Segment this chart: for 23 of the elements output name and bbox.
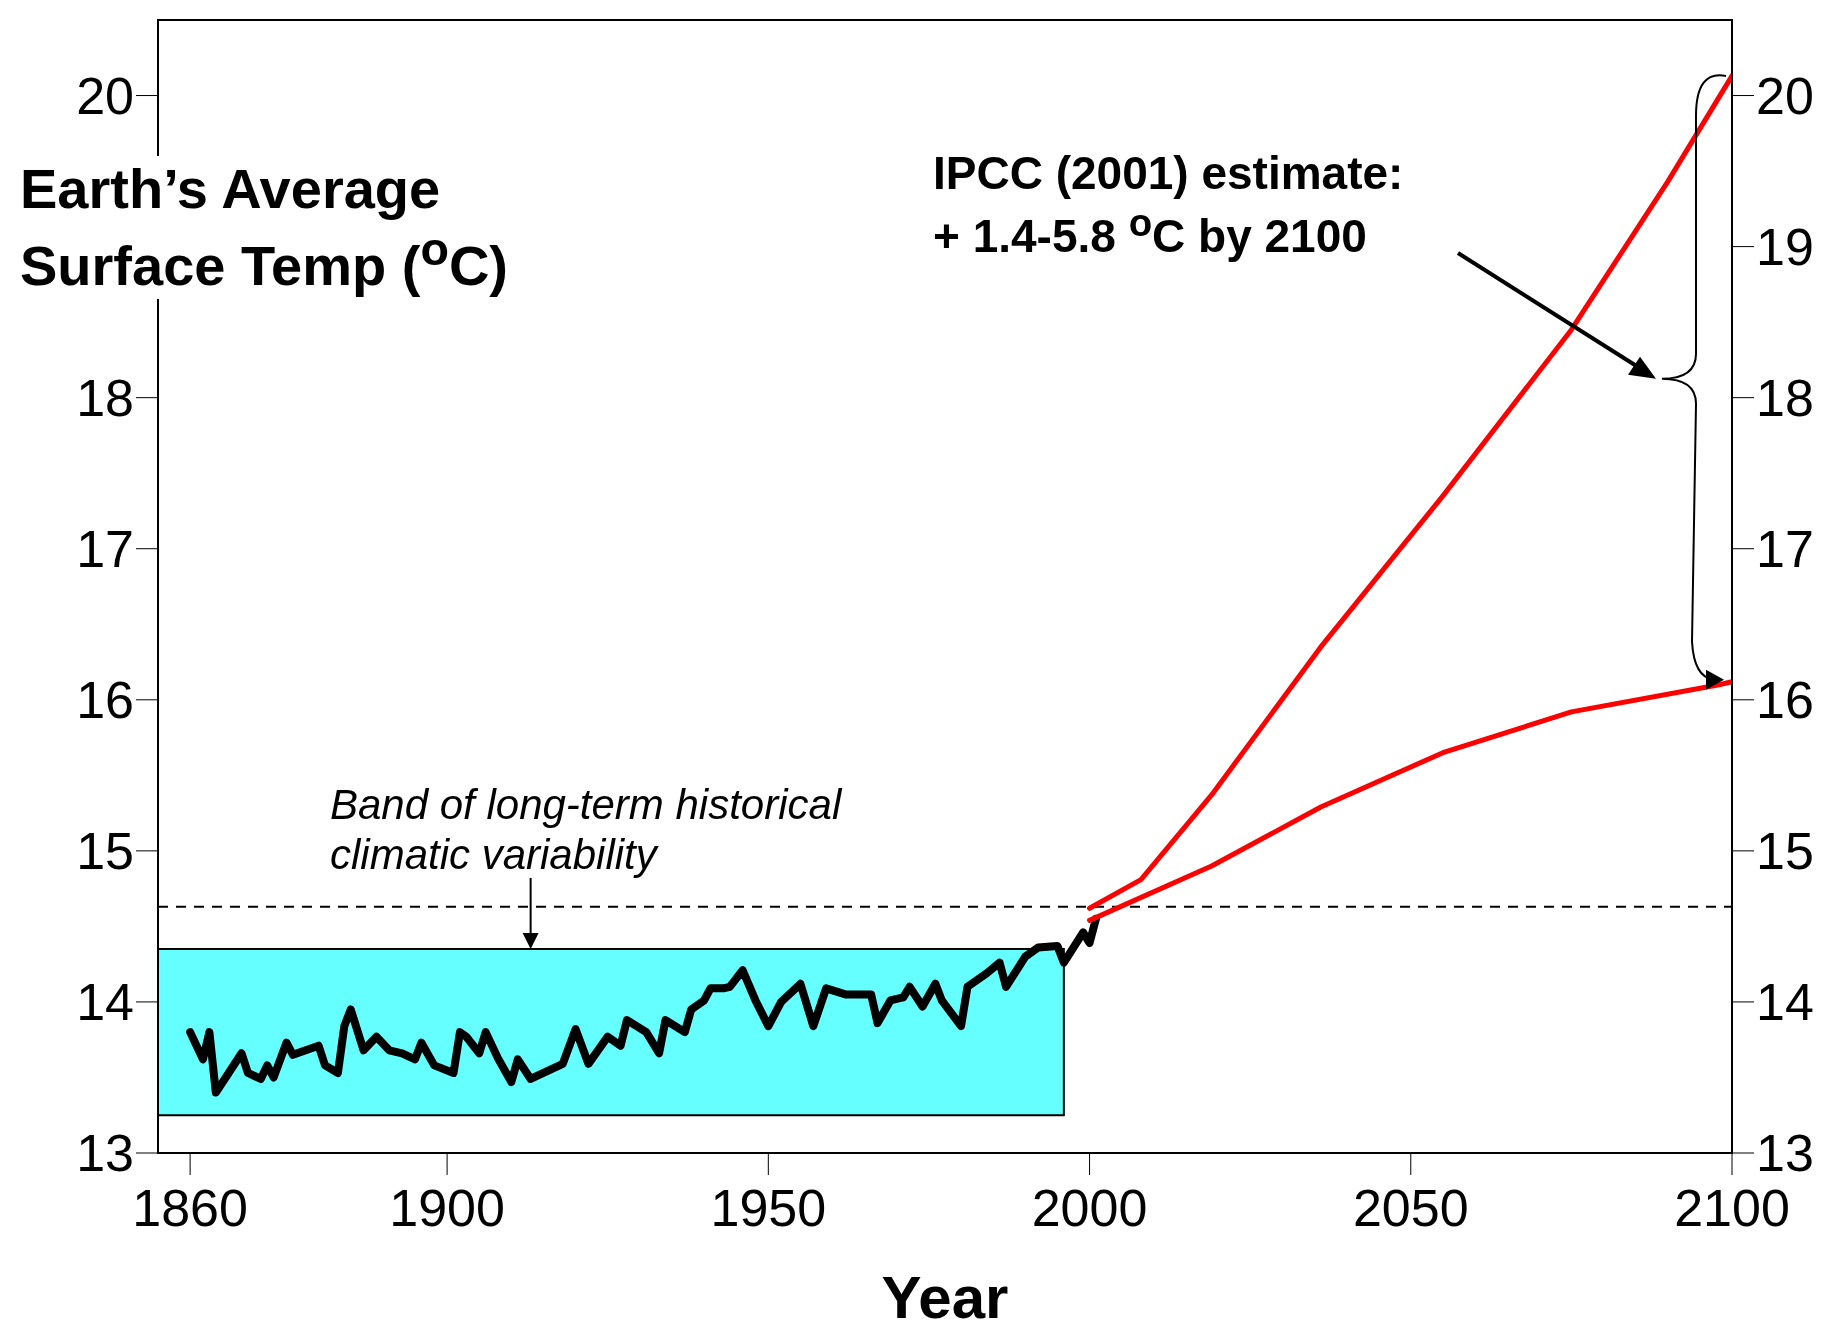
x-tick-label: 1860 <box>132 1178 248 1237</box>
y-tick-label: 13 <box>76 1124 134 1183</box>
x-tick-label: 1900 <box>389 1178 505 1237</box>
y-tick-label: 16 <box>76 671 134 730</box>
y-axis-title: Earth’s Average Surface Temp ($^{o}$C) <box>20 156 508 299</box>
y-tick-label: 18 <box>76 369 134 428</box>
y-tick-label: 20 <box>76 66 134 125</box>
y2-tick-label: 20 <box>1756 66 1814 125</box>
y-tick-label: 17 <box>76 520 134 579</box>
y2-tick-label: 16 <box>1756 671 1814 730</box>
y2-tick-label: 19 <box>1756 218 1814 277</box>
annotation: Band of long-term historical climatic variability <box>330 780 842 880</box>
x-tick-label: 2000 <box>1031 1178 1148 1237</box>
annotation: IPCC (2001) estimate: + 1.4-5.8 $^{o}$C by 2100 <box>933 146 1404 264</box>
x-axis-title: Year <box>881 1264 1009 1330</box>
x-tick-label: 2050 <box>1352 1178 1469 1237</box>
y2-tick-label: 14 <box>1756 973 1814 1032</box>
y2-tick-label: 15 <box>1756 822 1814 881</box>
y2-tick-label: 17 <box>1756 520 1814 579</box>
y-tick-label: 14 <box>76 973 134 1032</box>
y2-tick-label: 18 <box>1756 369 1814 428</box>
y-tick-label: 15 <box>76 822 134 881</box>
x-tick-label: 1950 <box>710 1178 827 1237</box>
